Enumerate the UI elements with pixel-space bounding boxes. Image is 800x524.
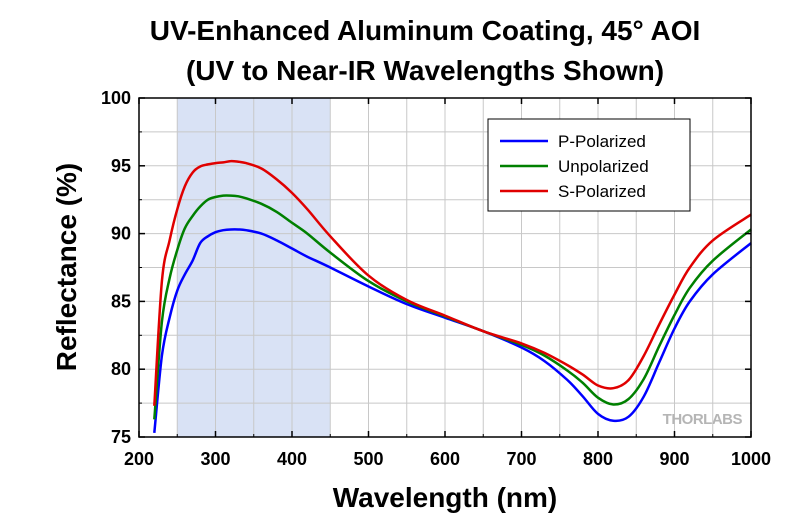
x-tick-label: 800 bbox=[583, 449, 613, 469]
x-tick-label: 400 bbox=[277, 449, 307, 469]
thorlabs-watermark: THORLABS bbox=[663, 411, 743, 428]
x-tick-label: 600 bbox=[430, 449, 460, 469]
chart-subtitle: (UV to Near-IR Wavelengths Shown) bbox=[186, 55, 664, 86]
legend-box bbox=[487, 118, 691, 212]
legend-label-p-polarized: P-Polarized bbox=[558, 132, 646, 151]
y-tick-label: 90 bbox=[111, 224, 131, 244]
x-tick-label: 200 bbox=[124, 449, 154, 469]
x-tick-label: 900 bbox=[659, 449, 689, 469]
legend: P-Polarized Unpolarized S-Polarized bbox=[487, 118, 691, 212]
legend-label-s-polarized: S-Polarized bbox=[558, 182, 646, 201]
y-tick-label: 100 bbox=[101, 88, 131, 108]
x-axis-label: Wavelength (nm) bbox=[333, 482, 558, 513]
axis-ticks bbox=[138, 97, 752, 438]
tick-labels: 200 300 400 500 600 700 800 900 1000 75 80 85 90 95 10… bbox=[101, 88, 771, 469]
series-line-unpolarized bbox=[153, 194, 752, 420]
x-tick-label: 700 bbox=[506, 449, 536, 469]
grid-lines bbox=[139, 98, 751, 437]
y-tick-label: 80 bbox=[111, 359, 131, 379]
y-axis-label: Reflectance (%) bbox=[51, 163, 82, 372]
x-tick-label: 300 bbox=[200, 449, 230, 469]
series-line-s-polarized bbox=[153, 159, 752, 406]
y-tick-label: 75 bbox=[111, 427, 131, 447]
data-series bbox=[153, 159, 752, 434]
x-tick-label: 1000 bbox=[731, 449, 771, 469]
x-tick-label: 500 bbox=[353, 449, 383, 469]
legend-label-unpolarized: Unpolarized bbox=[558, 157, 649, 176]
y-tick-label: 95 bbox=[111, 156, 131, 176]
series-line-p-polarized bbox=[153, 228, 752, 434]
chart-title: UV-Enhanced Aluminum Coating, 45° AOI bbox=[150, 15, 701, 46]
y-tick-label: 85 bbox=[111, 291, 131, 311]
